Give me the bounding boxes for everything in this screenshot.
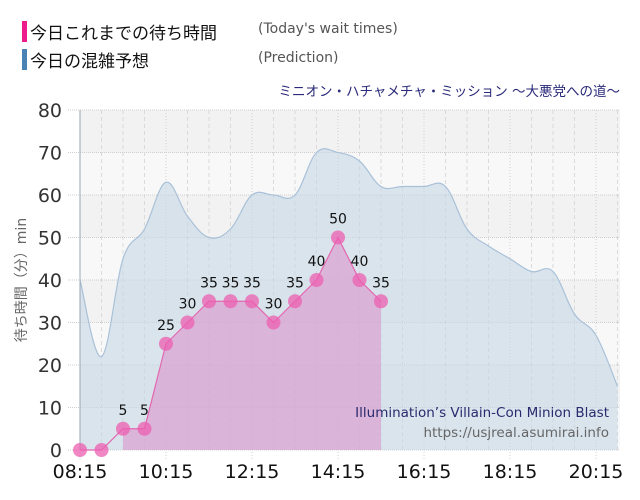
x-tick-label: 08:15 xyxy=(53,461,108,483)
data-label: 25 xyxy=(157,318,175,334)
legend-item-today: 今日これまでの待ち時間 xyxy=(22,19,217,44)
data-label: 5 xyxy=(140,403,149,419)
y-axis-label: 待ち時間（分）min xyxy=(14,218,30,342)
legend-label-en: (Prediction) xyxy=(258,50,339,66)
data-label: 35 xyxy=(243,275,261,291)
y-tick-label: 0 xyxy=(50,440,62,462)
data-label: 35 xyxy=(222,275,240,291)
data-point[interactable] xyxy=(180,315,195,330)
x-tick-label: 18:15 xyxy=(483,461,538,483)
data-point[interactable] xyxy=(374,294,388,309)
x-tick-label: 20:15 xyxy=(569,461,624,483)
data-label: 35 xyxy=(372,275,390,291)
prediction-line xyxy=(79,148,619,387)
legend-swatch-blue xyxy=(22,48,27,70)
y-tick-label: 50 xyxy=(38,228,62,250)
y-tick-label: 70 xyxy=(38,143,62,165)
y-tick-label: 60 xyxy=(38,185,62,207)
grid-band xyxy=(80,110,620,153)
y-tick-label: 10 xyxy=(38,398,62,420)
data-label: 35 xyxy=(286,275,304,291)
data-point[interactable] xyxy=(94,443,109,457)
legend-swatch-pink xyxy=(22,20,27,42)
y-tick-label: 30 xyxy=(38,313,62,335)
legend-label-jp: 今日の混雑予想 xyxy=(30,51,149,72)
y-tick-label: 40 xyxy=(38,270,62,292)
actual-area xyxy=(123,237,381,450)
watermark-url: https://usjreal.asumirai.info xyxy=(423,425,609,441)
data-point[interactable] xyxy=(73,443,87,457)
legend-label-jp: 今日これまでの待ち時間 xyxy=(30,23,217,44)
data-label: 30 xyxy=(265,297,283,313)
data-label: 5 xyxy=(119,403,128,419)
x-tick-label: 14:15 xyxy=(311,461,366,483)
data-label: 40 xyxy=(351,254,369,270)
data-point[interactable] xyxy=(223,294,238,309)
chart-subtitle: ミニオン・ハチャメチャ・ミッション ～大悪党への道～ xyxy=(278,84,620,100)
data-label: 30 xyxy=(179,297,197,313)
data-point[interactable] xyxy=(352,273,367,287)
data-point[interactable] xyxy=(266,315,281,330)
legend-label-en: (Today's wait times) xyxy=(258,21,398,37)
data-point[interactable] xyxy=(202,294,216,309)
data-point[interactable] xyxy=(288,294,302,309)
data-point[interactable] xyxy=(159,336,173,351)
y-tick-label: 20 xyxy=(38,355,62,377)
data-point[interactable] xyxy=(116,421,130,436)
data-point[interactable] xyxy=(137,421,152,436)
x-tick-label: 10:15 xyxy=(139,461,194,483)
legend-item-prediction: 今日の混雑予想 xyxy=(22,47,149,72)
data-point[interactable] xyxy=(245,294,259,309)
data-point[interactable] xyxy=(331,230,345,245)
watermark-title: Illumination’s Villain-Con Minion Blast xyxy=(355,405,609,421)
data-label: 40 xyxy=(308,254,326,270)
data-point[interactable] xyxy=(309,273,324,287)
x-tick-label: 12:15 xyxy=(225,461,280,483)
y-tick-label: 80 xyxy=(38,100,62,122)
x-tick-label: 16:15 xyxy=(397,461,452,483)
data-label: 35 xyxy=(200,275,218,291)
data-label: 50 xyxy=(329,212,347,228)
